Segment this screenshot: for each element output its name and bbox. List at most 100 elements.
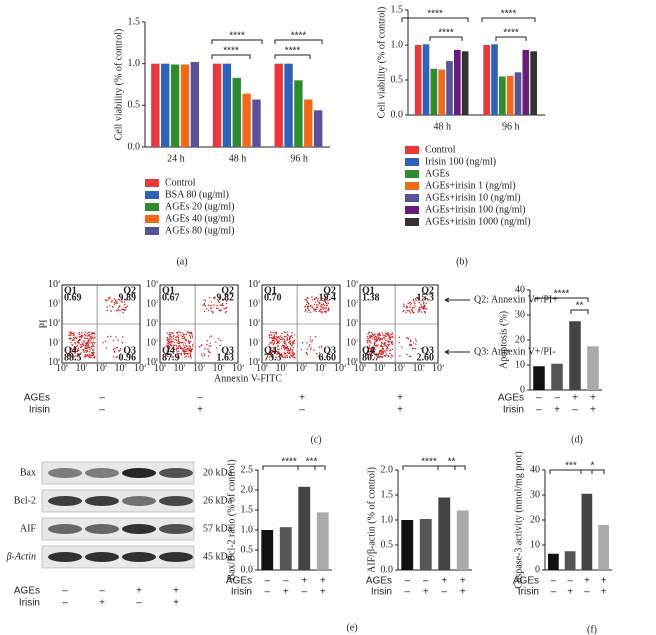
cell-dot bbox=[216, 304, 218, 307]
protein-name: AIF bbox=[20, 523, 37, 534]
tick-base: 10 bbox=[76, 363, 86, 374]
cell-dot bbox=[367, 338, 369, 340]
cell-dot bbox=[318, 352, 321, 354]
tick-base: 10 bbox=[248, 299, 258, 310]
cell-dot bbox=[319, 305, 322, 307]
condition-sign: – bbox=[554, 393, 560, 404]
tick-base: 10 bbox=[146, 299, 156, 310]
cell-dot bbox=[418, 308, 420, 310]
cell-dot bbox=[284, 331, 287, 334]
cell-dot bbox=[306, 301, 309, 303]
cell-dot bbox=[90, 332, 93, 334]
cell-dot bbox=[191, 335, 193, 337]
cell-dot bbox=[166, 344, 168, 347]
cell-dot bbox=[79, 335, 82, 338]
tick-base: 10 bbox=[146, 338, 156, 349]
cell-dot bbox=[90, 345, 93, 348]
cell-dot bbox=[388, 343, 390, 346]
y-axis-title: PI bbox=[38, 320, 49, 329]
cell-dot bbox=[93, 338, 95, 340]
cell-dot bbox=[324, 310, 327, 313]
cell-dot bbox=[323, 304, 326, 306]
condition-sign: + bbox=[601, 587, 607, 598]
cell-dot bbox=[283, 331, 286, 333]
cell-dot bbox=[304, 308, 307, 311]
y-tick-label: 100 bbox=[346, 357, 358, 368]
cell-dot bbox=[273, 335, 276, 338]
cell-dot bbox=[77, 354, 79, 356]
cell-dot bbox=[179, 341, 181, 343]
cell-dot bbox=[166, 339, 168, 341]
cell-dot bbox=[412, 311, 414, 314]
condition-sign: – bbox=[536, 405, 542, 416]
quadrant-value: 0.67 bbox=[162, 292, 180, 303]
cell-dot bbox=[391, 343, 394, 345]
cell-dot bbox=[372, 346, 374, 349]
arrow bbox=[444, 349, 470, 355]
condition-sign: + bbox=[584, 576, 590, 587]
cell-dot bbox=[68, 353, 70, 355]
bar bbox=[313, 110, 323, 147]
cell-dot bbox=[269, 345, 271, 348]
x-tick-label: 104 bbox=[134, 363, 146, 374]
legend-label: AGEs bbox=[425, 168, 450, 179]
cell-dot bbox=[314, 303, 316, 306]
tick-base: 10 bbox=[248, 338, 258, 349]
cell-dot bbox=[279, 335, 282, 337]
cell-dot bbox=[119, 309, 121, 312]
condition-sign: – bbox=[441, 587, 447, 598]
cell-dot bbox=[373, 338, 376, 341]
quadrant-value: 0.70 bbox=[264, 292, 282, 303]
cell-dot bbox=[321, 311, 323, 314]
cell-dot bbox=[176, 336, 179, 338]
condition-sign: + bbox=[590, 393, 596, 404]
cell-dot bbox=[412, 347, 414, 350]
x-tick-label: 100 bbox=[354, 363, 366, 374]
cell-dot bbox=[324, 301, 327, 303]
cell-dot bbox=[366, 345, 369, 348]
cell-dot bbox=[180, 352, 182, 354]
cell-dot bbox=[71, 349, 74, 351]
cell-dot bbox=[387, 340, 390, 343]
cell-dot bbox=[426, 298, 428, 300]
tick-base: 10 bbox=[276, 363, 286, 374]
bar bbox=[581, 493, 593, 570]
tick-exponent: 0 bbox=[364, 363, 366, 368]
bar bbox=[453, 49, 461, 115]
cell-dot bbox=[380, 355, 382, 358]
cell-dot bbox=[76, 349, 79, 352]
x-tick-label: 103 bbox=[413, 363, 425, 374]
cell-dot bbox=[109, 298, 111, 300]
tick-base: 10 bbox=[232, 363, 242, 374]
legend-swatch bbox=[145, 215, 159, 223]
bar bbox=[401, 520, 414, 570]
legend-swatch bbox=[405, 146, 419, 154]
cell-dot bbox=[387, 343, 389, 346]
annotation: Q2: Annexin V+/PI+ bbox=[474, 294, 558, 305]
y-tick-label: 101 bbox=[346, 337, 358, 348]
x-tick-label: 96 h bbox=[502, 121, 520, 132]
cell-dot bbox=[318, 310, 321, 312]
condition-sign: + bbox=[397, 405, 403, 416]
cell-dot bbox=[71, 352, 73, 354]
condition-sign: + bbox=[590, 405, 596, 416]
cell-dot bbox=[112, 306, 114, 308]
tick-exponent: 3 bbox=[58, 298, 60, 303]
condition-sign: + bbox=[460, 587, 466, 598]
significance-label: **** bbox=[281, 457, 297, 468]
cell-dot bbox=[175, 356, 178, 359]
cell-dot bbox=[172, 332, 174, 334]
cell-dot bbox=[206, 339, 209, 342]
cell-dot bbox=[286, 349, 288, 352]
cell-dot bbox=[79, 339, 81, 341]
cell-dot bbox=[105, 300, 107, 302]
cell-dot bbox=[83, 337, 86, 339]
cell-dot bbox=[379, 345, 382, 347]
cell-dot bbox=[185, 349, 187, 351]
cell-dot bbox=[291, 331, 293, 334]
cell-dot bbox=[125, 298, 127, 301]
cell-dot bbox=[184, 338, 186, 341]
y-tick-label: 10 bbox=[515, 359, 525, 370]
cell-dot bbox=[75, 348, 77, 350]
cell-dot bbox=[189, 332, 191, 335]
